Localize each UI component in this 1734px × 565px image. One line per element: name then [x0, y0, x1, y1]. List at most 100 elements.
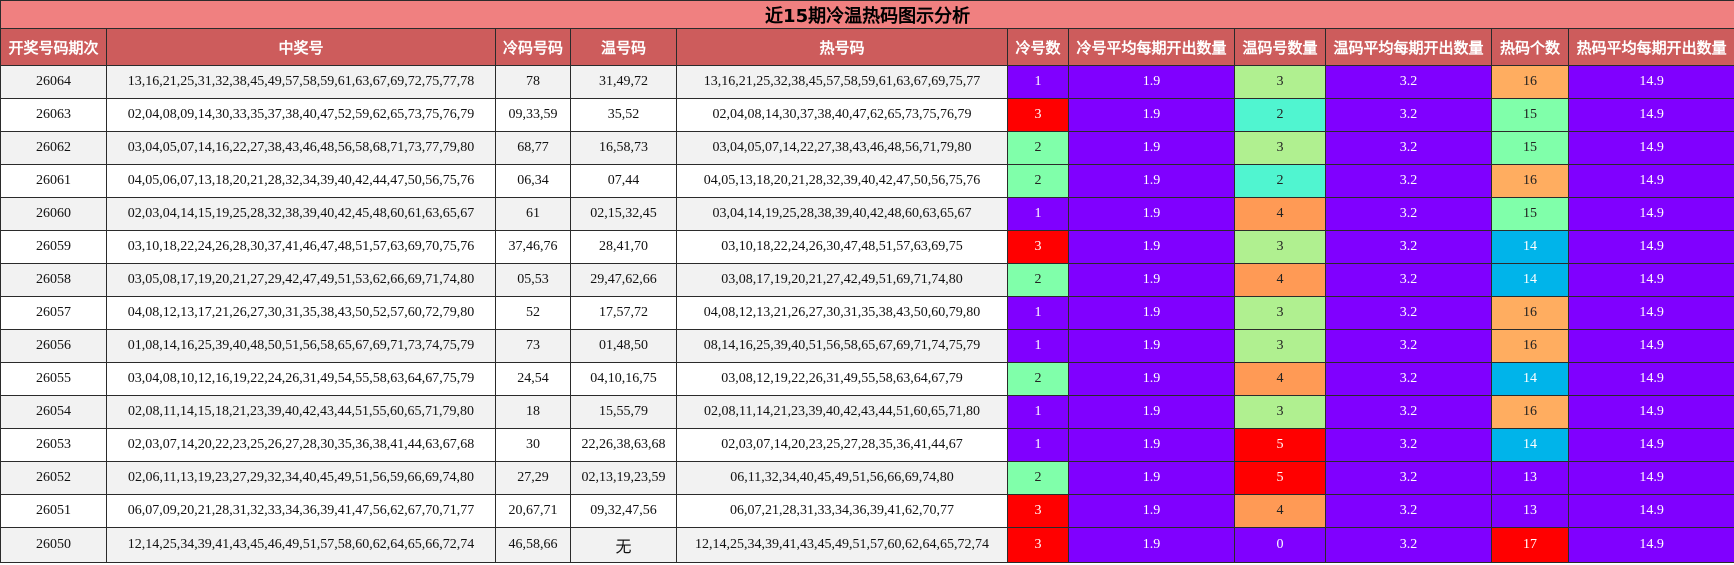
period-cell: 26051	[0, 494, 107, 528]
hot-count-cell: 16	[1491, 296, 1569, 330]
period-cell: 26059	[0, 230, 107, 264]
hot-count-cell: 16	[1491, 395, 1569, 429]
cold-count-cell: 3	[1007, 230, 1069, 264]
hot-numbers-cell: 03,08,17,19,20,21,27,42,49,51,69,71,74,8…	[676, 263, 1008, 297]
hot-numbers-cell: 03,04,05,07,14,22,27,38,43,46,48,56,71,7…	[676, 131, 1008, 165]
cold-count-cell: 1	[1007, 428, 1069, 462]
warm-count-cell: 3	[1234, 296, 1326, 330]
period-cell: 26060	[0, 197, 107, 231]
warm-average-cell: 3.2	[1325, 494, 1492, 528]
cold-average-cell: 1.9	[1068, 395, 1235, 429]
cold-numbers-cell: 30	[495, 428, 571, 462]
header-period: 开奖号码期次	[0, 28, 107, 66]
header-hot-average: 热码平均每期开出数量	[1567, 28, 1734, 66]
winning-numbers-cell: 02,08,11,14,15,18,21,23,39,40,42,43,44,5…	[106, 395, 496, 429]
cold-numbers-cell: 78	[495, 65, 571, 99]
warm-numbers-cell: 16,58,73	[570, 131, 677, 165]
winning-numbers-cell: 03,04,05,07,14,16,22,27,38,43,46,48,56,5…	[106, 131, 496, 165]
table-row: 26061 04,05,06,07,13,18,20,21,28,32,34,39…	[0, 164, 1734, 198]
warm-numbers-cell: 01,48,50	[570, 329, 677, 363]
table-title: 近15期冷温热码图示分析	[0, 0, 1734, 29]
warm-count-cell: 3	[1234, 395, 1326, 429]
period-cell: 26063	[0, 98, 107, 132]
warm-numbers-cell: 31,49,72	[570, 65, 677, 99]
period-cell: 26050	[0, 527, 107, 563]
hot-count-cell: 16	[1491, 65, 1569, 99]
hot-average-cell: 14.9	[1567, 230, 1734, 264]
table-row: 26063 02,04,08,09,14,30,33,35,37,38,40,47…	[0, 98, 1734, 132]
hot-numbers-cell: 04,08,12,13,21,26,27,30,31,35,38,43,50,6…	[676, 296, 1008, 330]
period-cell: 26056	[0, 329, 107, 363]
hot-count-cell: 14	[1491, 362, 1569, 396]
warm-average-cell: 3.2	[1325, 230, 1492, 264]
hot-count-cell: 16	[1491, 329, 1569, 363]
warm-average-cell: 3.2	[1325, 329, 1492, 363]
cold-average-cell: 1.9	[1068, 131, 1235, 165]
period-cell: 26052	[0, 461, 107, 495]
table-row: 26057 04,08,12,13,17,21,26,27,30,31,35,38…	[0, 296, 1734, 330]
winning-numbers-cell: 02,03,04,14,15,19,25,28,32,38,39,40,42,4…	[106, 197, 496, 231]
warm-numbers-cell: 35,52	[570, 98, 677, 132]
cold-count-cell: 3	[1007, 527, 1069, 563]
warm-count-cell: 2	[1234, 164, 1326, 198]
cold-numbers-cell: 52	[495, 296, 571, 330]
header-hot-numbers: 热号码	[676, 28, 1008, 66]
cold-average-cell: 1.9	[1068, 263, 1235, 297]
warm-average-cell: 3.2	[1325, 164, 1492, 198]
cold-average-cell: 1.9	[1068, 197, 1235, 231]
cold-numbers-cell: 05,53	[495, 263, 571, 297]
hot-numbers-cell: 03,10,18,22,24,26,30,47,48,51,57,63,69,7…	[676, 230, 1008, 264]
cold-numbers-cell: 24,54	[495, 362, 571, 396]
period-cell: 26061	[0, 164, 107, 198]
warm-average-cell: 3.2	[1325, 98, 1492, 132]
cold-count-cell: 1	[1007, 65, 1069, 99]
header-cold-average: 冷号平均每期开出数量	[1068, 28, 1235, 66]
hot-numbers-cell: 02,04,08,14,30,37,38,40,47,62,65,73,75,7…	[676, 98, 1008, 132]
cold-count-cell: 2	[1007, 131, 1069, 165]
cold-count-cell: 2	[1007, 461, 1069, 495]
table-row: 26060 02,03,04,14,15,19,25,28,32,38,39,40…	[0, 197, 1734, 231]
warm-count-cell: 2	[1234, 98, 1326, 132]
warm-average-cell: 3.2	[1325, 296, 1492, 330]
winning-numbers-cell: 02,06,11,13,19,23,27,29,32,34,40,45,49,5…	[106, 461, 496, 495]
warm-average-cell: 3.2	[1325, 65, 1492, 99]
header-cold-numbers: 冷码号码	[495, 28, 571, 66]
cold-numbers-cell: 46,58,66	[495, 527, 571, 563]
cold-count-cell: 2	[1007, 362, 1069, 396]
cold-average-cell: 1.9	[1068, 329, 1235, 363]
warm-average-cell: 3.2	[1325, 428, 1492, 462]
warm-average-cell: 3.2	[1325, 362, 1492, 396]
table-row: 26064 13,16,21,25,31,32,38,45,49,57,58,59…	[0, 65, 1734, 99]
cold-average-cell: 1.9	[1068, 98, 1235, 132]
hot-average-cell: 14.9	[1567, 527, 1734, 563]
table-row: 26056 01,08,14,16,25,39,40,48,50,51,56,58…	[0, 329, 1734, 363]
hot-numbers-cell: 12,14,25,34,39,41,43,45,49,51,57,60,62,6…	[676, 527, 1008, 563]
winning-numbers-cell: 03,10,18,22,24,26,28,30,37,41,46,47,48,5…	[106, 230, 496, 264]
winning-numbers-cell: 04,05,06,07,13,18,20,21,28,32,34,39,40,4…	[106, 164, 496, 198]
table-row: 26058 03,05,08,17,19,20,21,27,29,42,47,49…	[0, 263, 1734, 297]
warm-count-cell: 4	[1234, 197, 1326, 231]
warm-numbers-cell: 无	[570, 527, 677, 563]
header-warm-numbers: 温号码	[570, 28, 677, 66]
hot-count-cell: 13	[1491, 461, 1569, 495]
cold-average-cell: 1.9	[1068, 494, 1235, 528]
warm-count-cell: 3	[1234, 131, 1326, 165]
warm-count-cell: 3	[1234, 329, 1326, 363]
cold-numbers-cell: 06,34	[495, 164, 571, 198]
table-row: 26055 03,04,08,10,12,16,19,22,24,26,31,49…	[0, 362, 1734, 396]
header-winning-numbers: 中奖号	[106, 28, 496, 66]
hot-numbers-cell: 03,04,14,19,25,28,38,39,40,42,48,60,63,6…	[676, 197, 1008, 231]
hot-average-cell: 14.9	[1567, 65, 1734, 99]
winning-numbers-cell: 12,14,25,34,39,41,43,45,46,49,51,57,58,6…	[106, 527, 496, 563]
table-body: 26064 13,16,21,25,31,32,38,45,49,57,58,59…	[0, 65, 1734, 563]
warm-numbers-cell: 07,44	[570, 164, 677, 198]
cold-numbers-cell: 18	[495, 395, 571, 429]
cold-average-cell: 1.9	[1068, 296, 1235, 330]
winning-numbers-cell: 03,04,08,10,12,16,19,22,24,26,31,49,54,5…	[106, 362, 496, 396]
hot-average-cell: 14.9	[1567, 395, 1734, 429]
hot-average-cell: 14.9	[1567, 428, 1734, 462]
warm-numbers-cell: 02,13,19,23,59	[570, 461, 677, 495]
table-row: 26052 02,06,11,13,19,23,27,29,32,34,40,45…	[0, 461, 1734, 495]
cold-numbers-cell: 37,46,76	[495, 230, 571, 264]
cold-numbers-cell: 73	[495, 329, 571, 363]
